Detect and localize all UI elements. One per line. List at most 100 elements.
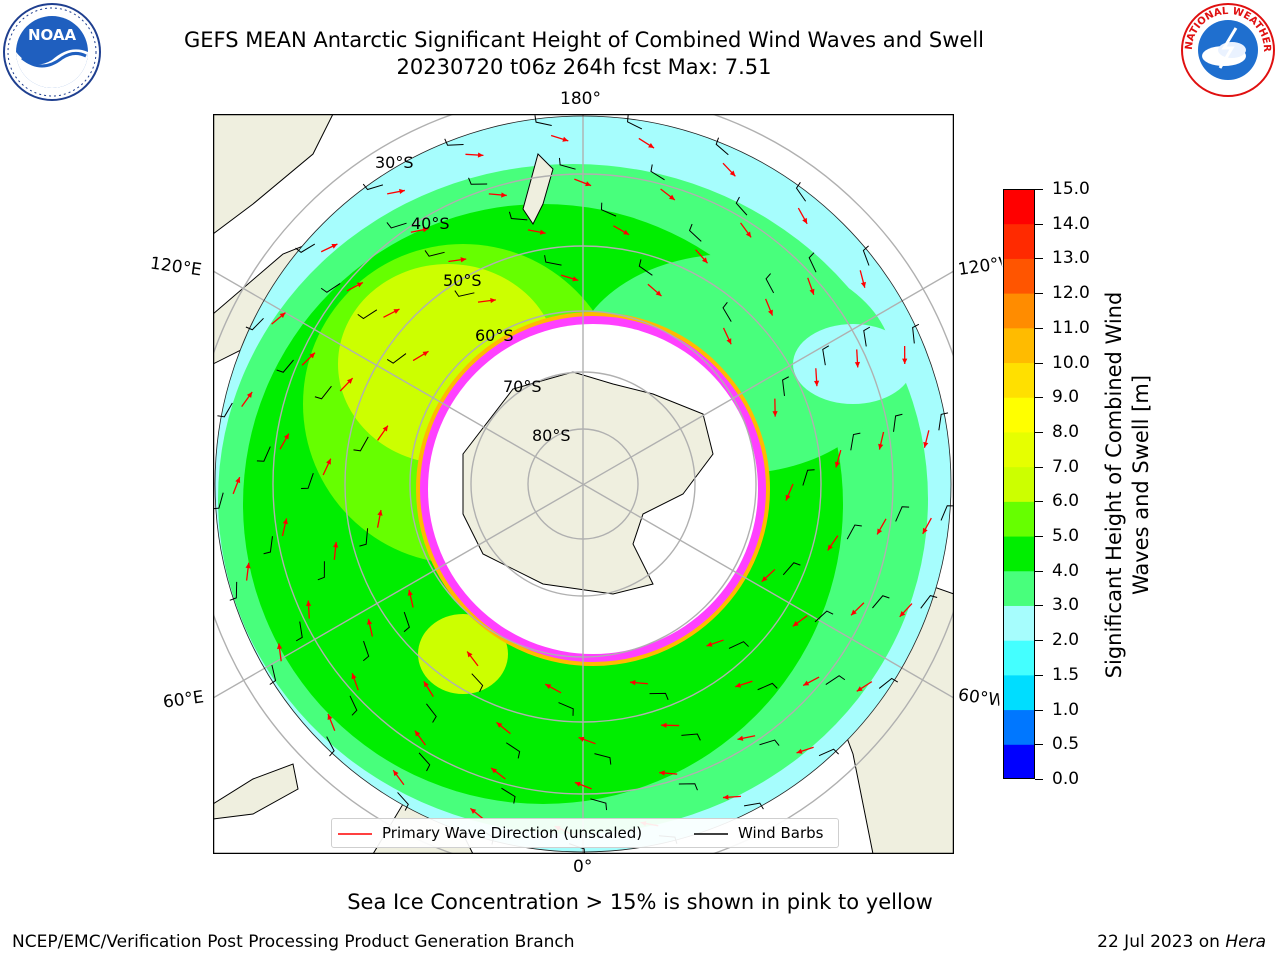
wind-barb	[386, 353, 407, 364]
wave-arrow-head	[407, 589, 413, 596]
wind-barb	[743, 802, 764, 810]
wind-barb	[600, 202, 617, 217]
wave-arrow-head	[347, 378, 353, 384]
colorbar-tick-label: 1.0	[1052, 699, 1080, 720]
wind-barb	[357, 309, 378, 320]
lon-label-120w: 120°W	[956, 254, 1004, 280]
colorbar-tick-mark	[1035, 293, 1043, 295]
wave-arrow-head	[659, 770, 665, 776]
wave-arrow-head	[496, 722, 503, 728]
wind-barb	[263, 536, 273, 555]
wave-arrow-head	[923, 441, 929, 448]
colorbar	[1003, 189, 1035, 779]
lon-label-120e: 120°E	[148, 253, 203, 281]
land-antarctica	[462, 371, 714, 595]
noaa-logo-text: NOAA	[28, 26, 77, 44]
wind-barb	[818, 748, 839, 757]
wave-arrow-head	[813, 380, 820, 387]
wave-arrow-head	[772, 411, 778, 417]
wave-arrow-head	[796, 748, 803, 754]
wave-arrow-head	[491, 767, 498, 774]
colorbar-tick-mark	[1035, 640, 1043, 642]
colorbar-label: Significant Height of Combined Wind Wave…	[1102, 291, 1153, 679]
wind-barb	[362, 640, 370, 662]
wind-barb	[558, 702, 574, 716]
wind-barb	[403, 611, 410, 633]
wave-arrow-head	[331, 243, 338, 249]
colorbar-segment	[1003, 709, 1035, 745]
wave-arrow-head	[578, 736, 585, 742]
map-legend: Primary Wave Direction (unscaled) Wind B…	[331, 818, 839, 848]
colorbar-tick-mark	[1035, 327, 1043, 329]
wind-barb	[795, 182, 807, 202]
colorbar-tick-label: 6.0	[1052, 491, 1080, 512]
wave-arrow-head	[737, 735, 744, 741]
colorbar-tick-mark	[1035, 605, 1043, 607]
lat-label-70s: 70°S	[503, 377, 542, 396]
wave-arrow-head	[802, 217, 808, 224]
wave-arrow-head	[792, 621, 799, 627]
wind-barb	[678, 783, 698, 791]
colorbar-segment	[1003, 605, 1035, 641]
colorbar-tick-label: 8.0	[1052, 421, 1080, 442]
wave-arrow-head	[899, 611, 906, 617]
wave-arrow-head	[327, 714, 333, 721]
wave-arrow-head	[490, 297, 496, 304]
lat-label-30s: 30°S	[375, 153, 414, 172]
wind-barb	[728, 641, 749, 649]
wind-barb	[295, 243, 316, 253]
wind-barb	[912, 323, 920, 344]
wave-arrow-head	[629, 680, 636, 686]
wave-arrow-head	[655, 290, 662, 297]
colorbar-tick-mark	[1035, 744, 1043, 746]
wind-barb	[317, 561, 325, 581]
wind-barb	[893, 413, 903, 432]
wind-barb	[822, 345, 830, 366]
wave-arrow-head	[460, 257, 467, 263]
wave-arrow-head	[399, 188, 405, 195]
wind-barb	[544, 255, 562, 266]
wave-arrow-head	[246, 391, 253, 398]
wave-arrow-head	[706, 641, 713, 647]
wave-arrow-head	[276, 643, 283, 650]
wind-barb	[229, 581, 238, 601]
wave-arrow-head	[735, 682, 742, 688]
wave-arrow-head	[722, 794, 729, 800]
wind-barb	[386, 222, 407, 229]
wave-arrow-head	[422, 351, 429, 357]
land-new-zealand	[522, 153, 554, 225]
legend-wave-direction: Primary Wave Direction (unscaled)	[382, 824, 643, 842]
wind-barb	[895, 506, 910, 522]
wave-arrow-head	[414, 730, 421, 737]
lat-label-80s: 80°S	[532, 426, 571, 445]
colorbar-tick-label: 0.5	[1052, 734, 1080, 755]
date-stamp: 22 Jul 2023 on Hera	[1097, 932, 1266, 952]
wave-arrow-head	[877, 528, 883, 535]
wind-barb	[863, 326, 871, 347]
wind-barb	[688, 223, 702, 242]
colorbar-tick-mark	[1035, 536, 1043, 538]
wave-arrow-head	[423, 681, 429, 688]
wave-arrow-head	[235, 477, 241, 484]
colorbar-segment	[1003, 640, 1035, 676]
wind-barb	[825, 675, 846, 685]
wind-barb	[920, 595, 938, 609]
wave-arrow-head	[422, 227, 429, 233]
wave-direction-arrows	[232, 134, 932, 835]
wave-arrow-head	[785, 494, 791, 501]
wind-barb	[649, 692, 669, 701]
colorbar-segment	[1003, 536, 1035, 572]
colorbar-tick-label: 5.0	[1052, 526, 1080, 547]
lon-label-180: 180°	[560, 89, 601, 109]
colorbar-segment	[1003, 674, 1035, 711]
wave-arrow-head	[377, 509, 383, 516]
colorbar-tick-label: 9.0	[1052, 387, 1080, 408]
wave-arrow-head	[585, 181, 592, 187]
wind-barb	[245, 317, 264, 331]
wind-barb	[782, 562, 801, 576]
colorbar-tick-mark	[1035, 709, 1043, 711]
colorbar-segment	[1003, 327, 1035, 364]
wave-arrow-head	[367, 618, 373, 625]
wave-arrow-head	[545, 684, 552, 690]
wave-arrow-head	[393, 309, 400, 314]
